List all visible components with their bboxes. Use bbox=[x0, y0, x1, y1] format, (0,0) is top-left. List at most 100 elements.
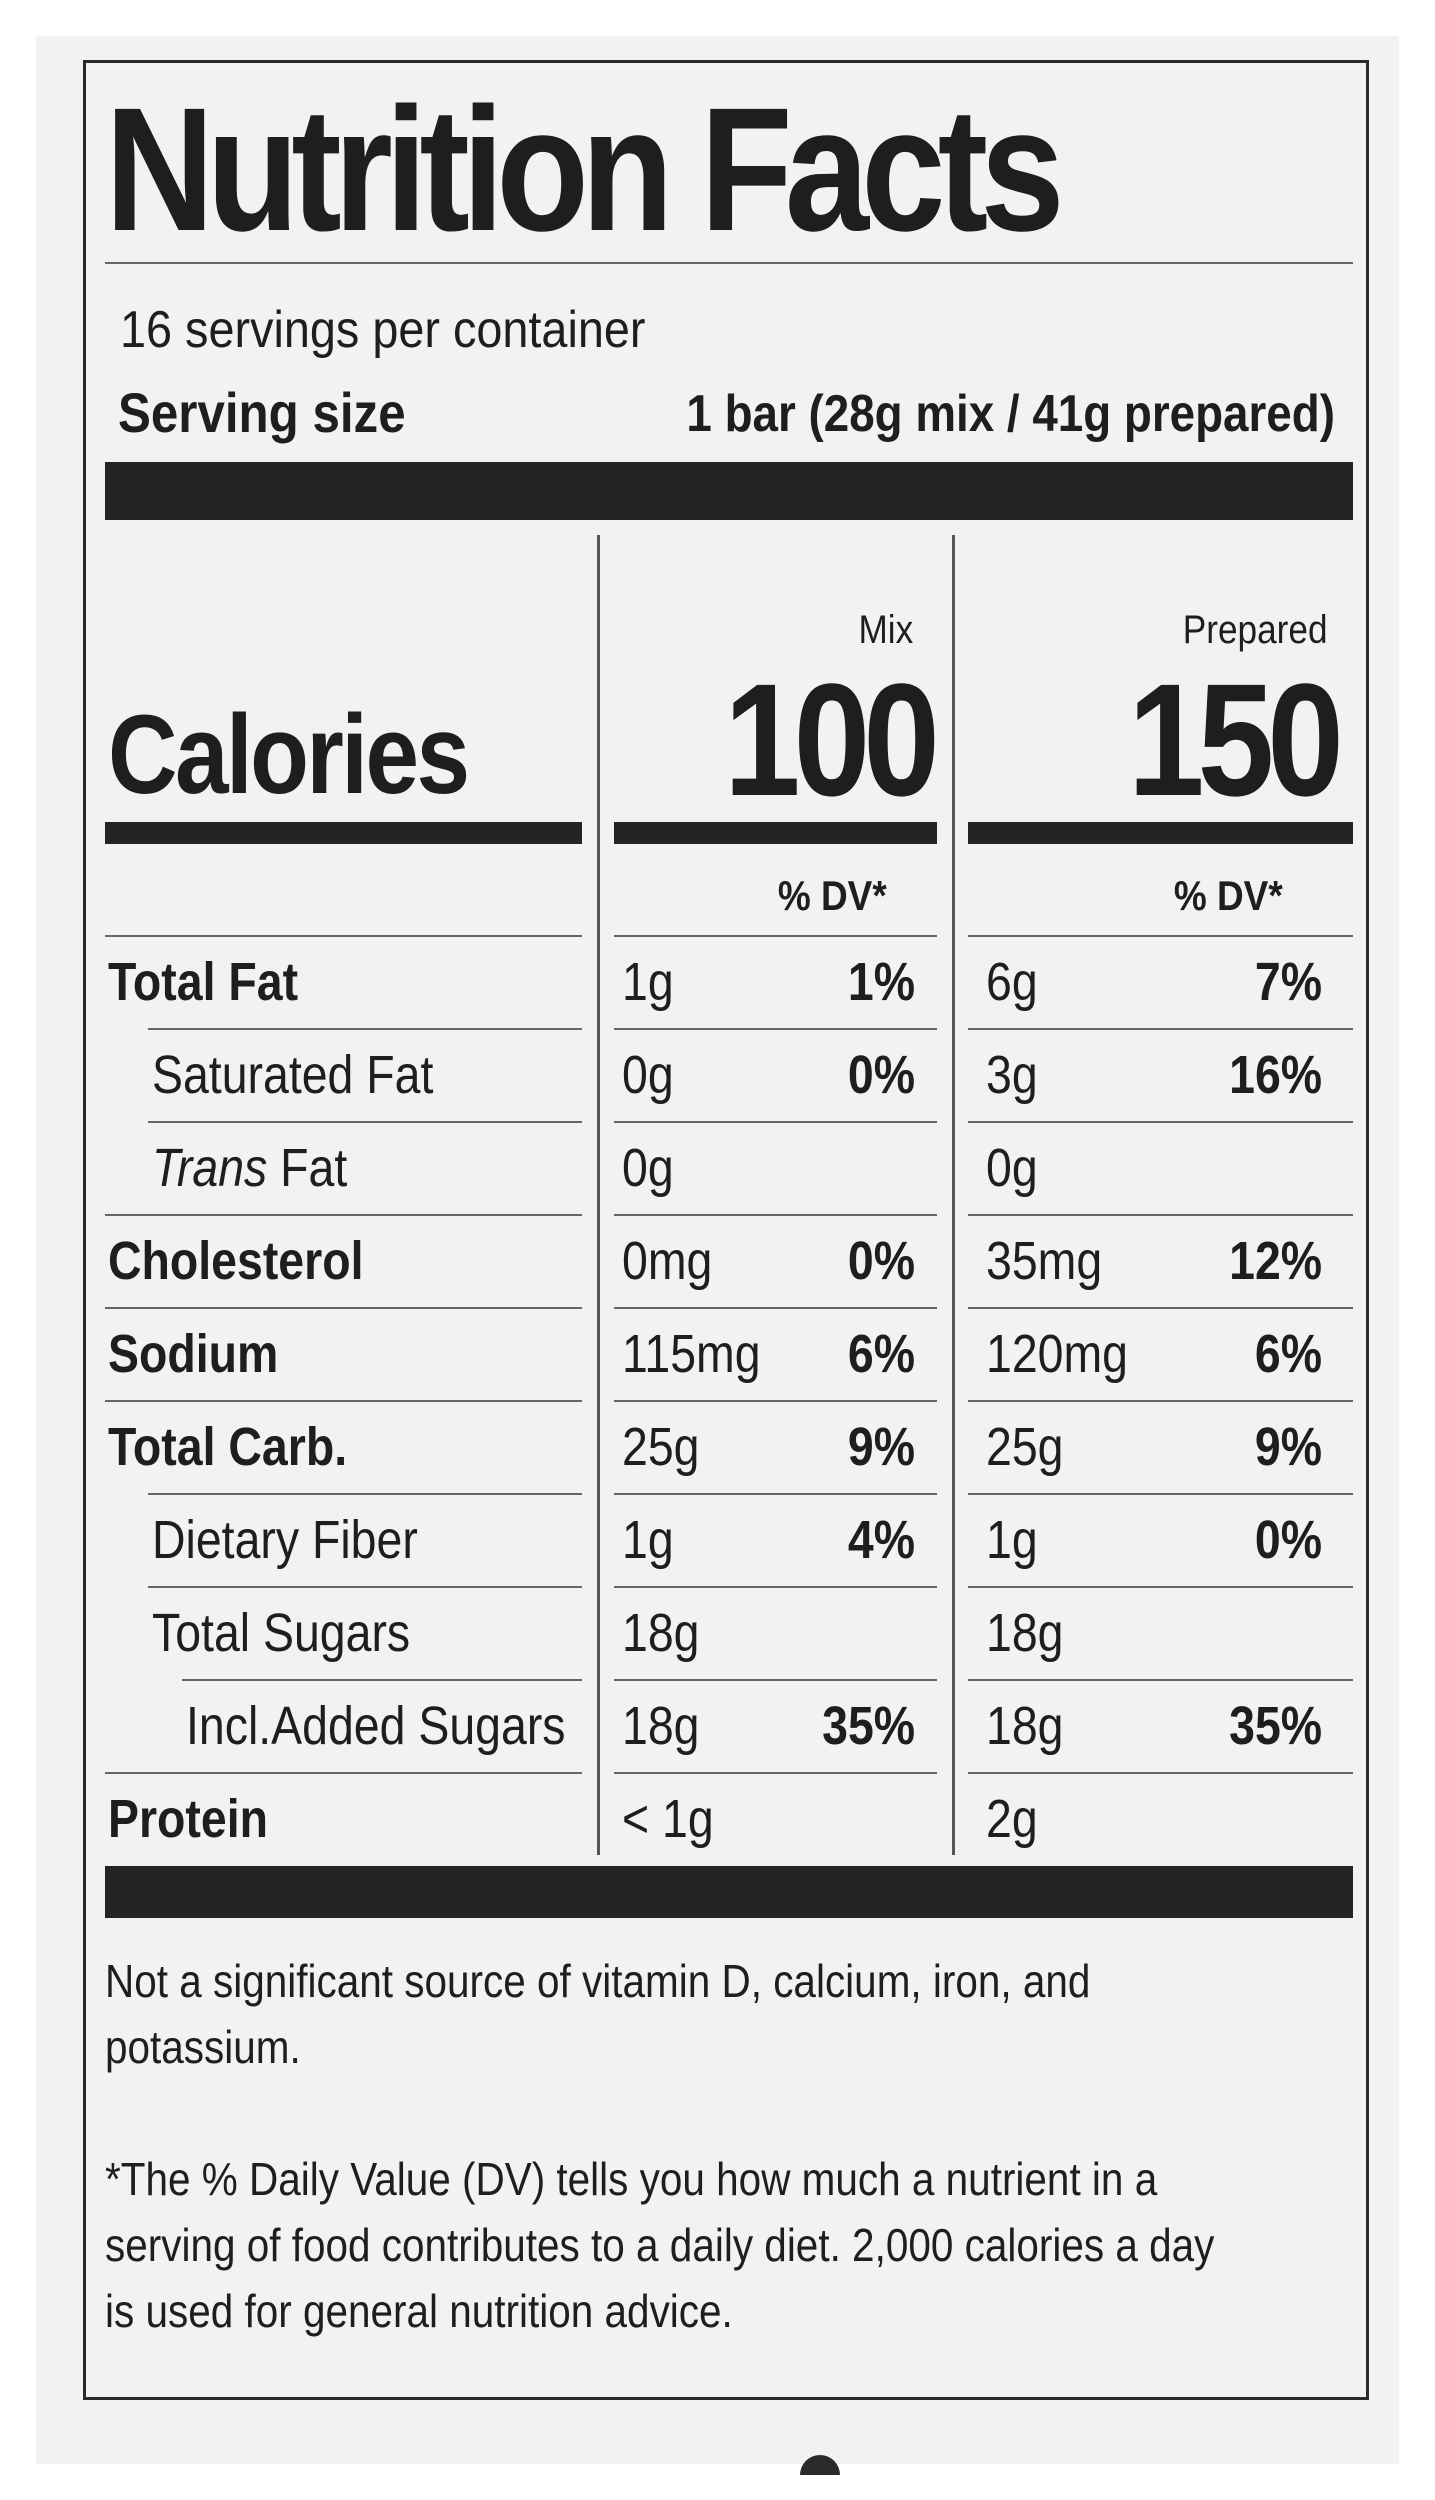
calories-bar-label bbox=[105, 822, 582, 844]
mix-daily-value: 1% bbox=[847, 952, 915, 1012]
nutrient-label-text: Fat bbox=[267, 1138, 348, 1198]
label-title: Nutrition Facts bbox=[105, 72, 1065, 268]
nutrient-label-text: Total Carb. bbox=[108, 1417, 348, 1477]
prepared-amount: 3g bbox=[986, 1045, 1038, 1105]
daily-value-footnote: *The % Daily Value (DV) tells you how mu… bbox=[105, 2146, 1366, 2344]
row-separator bbox=[968, 1028, 1353, 1030]
mix-amount: 1g bbox=[622, 1510, 674, 1570]
mix-amount: < 1g bbox=[622, 1789, 714, 1849]
prepared-column-heading: Prepared bbox=[1183, 608, 1328, 652]
vitamin-footnote: Not a significant source of vitamin D, c… bbox=[105, 1948, 1225, 2080]
row-separator bbox=[968, 1679, 1353, 1681]
prepared-amount: 120mg bbox=[986, 1324, 1129, 1384]
mix-daily-value: 35% bbox=[822, 1696, 915, 1756]
nutrient-label-italic: Trans bbox=[152, 1138, 268, 1198]
row-separator bbox=[968, 935, 1353, 937]
mix-daily-value: 9% bbox=[847, 1417, 915, 1477]
nutrient-label: Total Fat bbox=[108, 951, 298, 1013]
row-separator bbox=[968, 1493, 1353, 1495]
row-separator bbox=[614, 1493, 937, 1495]
prepared-daily-value: 12% bbox=[1229, 1231, 1322, 1291]
mix-amount: 0g bbox=[622, 1045, 674, 1105]
mix-daily-value: 0% bbox=[847, 1231, 915, 1291]
prepared-amount: 35mg bbox=[986, 1231, 1103, 1291]
mix-column-heading: Mix bbox=[858, 608, 913, 652]
row-separator bbox=[105, 935, 582, 937]
daily-value-footnote-line: is used for general nutrition advice. bbox=[105, 2285, 733, 2337]
prepared-daily-value: 0% bbox=[1254, 1510, 1322, 1570]
prepared-daily-value: 16% bbox=[1229, 1045, 1322, 1105]
mix-amount: 1g bbox=[622, 952, 674, 1012]
nutrient-label: Trans Fat bbox=[152, 1137, 347, 1199]
label-border bbox=[83, 60, 1369, 2400]
row-separator bbox=[148, 1121, 582, 1123]
prepared-daily-value: 7% bbox=[1254, 952, 1322, 1012]
mix-daily-value: 6% bbox=[847, 1324, 915, 1384]
row-separator bbox=[614, 1214, 937, 1216]
row-separator bbox=[148, 1586, 582, 1588]
calories-bar-prepared bbox=[968, 822, 1353, 844]
mix-amount: 0mg bbox=[622, 1231, 713, 1291]
row-separator bbox=[968, 1586, 1353, 1588]
daily-value-footnote-line: *The % Daily Value (DV) tells you how mu… bbox=[105, 2153, 1158, 2205]
mix-dv-heading: % DV* bbox=[778, 872, 887, 919]
mix-daily-value: 4% bbox=[847, 1510, 915, 1570]
serving-size-value: 1 bar (28g mix / 41g prepared) bbox=[686, 385, 1335, 443]
mix-amount: 18g bbox=[622, 1696, 700, 1756]
prepared-daily-value: 6% bbox=[1254, 1324, 1322, 1384]
mix-amount: 25g bbox=[622, 1417, 700, 1477]
prepared-daily-value: 35% bbox=[1229, 1696, 1322, 1756]
vitamin-footnote-line: Not a significant source of vitamin D, c… bbox=[105, 1955, 1091, 2007]
prepared-amount: 18g bbox=[986, 1696, 1064, 1756]
row-separator bbox=[614, 1586, 937, 1588]
prepared-dv-heading: % DV* bbox=[1174, 872, 1283, 919]
title-rule bbox=[105, 262, 1353, 264]
package-edge-dot bbox=[800, 2455, 840, 2475]
nutrient-label: Saturated Fat bbox=[152, 1044, 433, 1106]
row-separator bbox=[614, 1121, 937, 1123]
row-separator bbox=[968, 1214, 1353, 1216]
nutrient-label-text: Saturated Fat bbox=[152, 1045, 434, 1105]
label-background bbox=[36, 36, 1399, 2464]
row-separator bbox=[148, 1493, 582, 1495]
mix-amount: 0g bbox=[622, 1138, 674, 1198]
row-separator bbox=[148, 1028, 582, 1030]
prepared-amount: 0g bbox=[986, 1138, 1038, 1198]
serving-size-label: Serving size bbox=[118, 381, 406, 444]
calories-prepared-value: 150 bbox=[1128, 650, 1344, 829]
row-separator bbox=[614, 1772, 937, 1774]
row-separator bbox=[105, 1307, 582, 1309]
calories-label: Calories bbox=[108, 692, 470, 817]
nutrient-label-text: Protein bbox=[108, 1789, 268, 1849]
nutrient-label-text: Sodium bbox=[108, 1324, 279, 1384]
row-separator bbox=[614, 1307, 937, 1309]
nutrient-label: Incl.Added Sugars bbox=[186, 1695, 566, 1757]
mix-amount: 18g bbox=[622, 1603, 700, 1663]
row-separator bbox=[105, 1214, 582, 1216]
mix-amount: 115mg bbox=[622, 1324, 761, 1384]
nutrient-label-text: Incl.Added Sugars bbox=[186, 1696, 566, 1756]
prepared-daily-value: 9% bbox=[1254, 1417, 1322, 1477]
nutrient-table-bottom-bar bbox=[105, 1866, 1353, 1918]
prepared-amount: 1g bbox=[986, 1510, 1038, 1570]
row-separator bbox=[614, 1400, 937, 1402]
nutrient-label-text: Dietary Fiber bbox=[152, 1510, 418, 1570]
nutrient-label: Dietary Fiber bbox=[152, 1509, 418, 1571]
row-separator bbox=[968, 1400, 1353, 1402]
prepared-amount: 25g bbox=[986, 1417, 1064, 1477]
vitamin-footnote-line: potassium. bbox=[105, 2021, 301, 2073]
calories-bar-mix bbox=[614, 822, 937, 844]
prepared-amount: 6g bbox=[986, 952, 1038, 1012]
calories-mix-value: 100 bbox=[724, 650, 940, 829]
column-divider-mix bbox=[597, 535, 600, 1855]
row-separator bbox=[614, 935, 937, 937]
nutrient-label: Total Sugars bbox=[152, 1602, 410, 1664]
nutrient-label: Total Carb. bbox=[108, 1416, 347, 1478]
nutrient-label: Protein bbox=[108, 1788, 268, 1850]
nutrient-label-text: Cholesterol bbox=[108, 1231, 364, 1291]
nutrient-label: Cholesterol bbox=[108, 1230, 363, 1292]
daily-value-footnote-line: serving of food contributes to a daily d… bbox=[105, 2219, 1215, 2271]
row-separator bbox=[614, 1028, 937, 1030]
prepared-amount: 2g bbox=[986, 1789, 1038, 1849]
prepared-amount: 18g bbox=[986, 1603, 1064, 1663]
